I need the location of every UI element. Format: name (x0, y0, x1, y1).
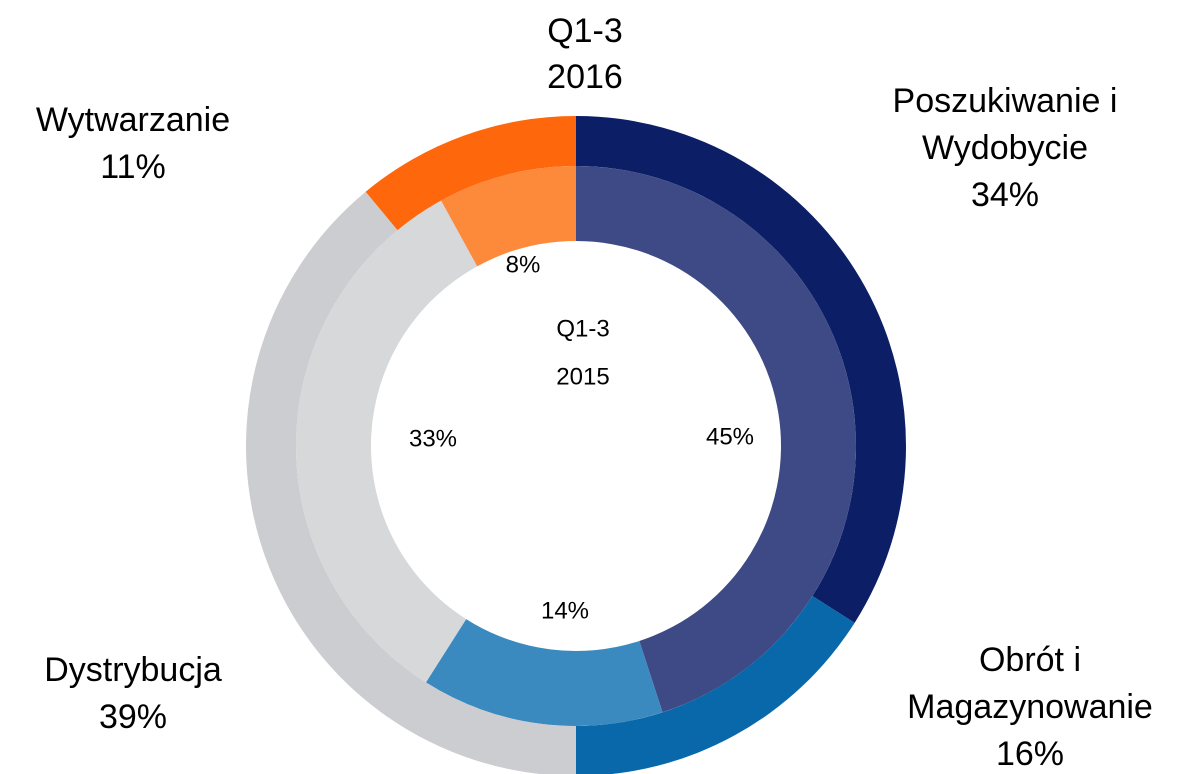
ring-segment (441, 166, 576, 267)
category-label: Wytwarzanie (36, 101, 230, 139)
ring-segment (365, 116, 576, 231)
series-label: 2016 (547, 58, 623, 96)
value-label: 33% (409, 425, 457, 452)
category-label: Poszukiwanie i (893, 82, 1118, 120)
value-label: 16% (996, 735, 1064, 773)
series-label: Q1-3 (556, 315, 609, 342)
category-label: Obrót i (979, 641, 1081, 679)
category-label: Dystrybucja (44, 651, 222, 689)
value-label: 45% (706, 423, 754, 450)
ring-segment (576, 166, 856, 713)
series-label: 2015 (556, 363, 609, 390)
value-label: 8% (506, 251, 541, 278)
value-label: 34% (971, 176, 1039, 214)
ring-segment (425, 619, 663, 726)
ring-segment (576, 596, 855, 774)
category-label: Wydobycie (922, 129, 1088, 167)
series-label: Q1-3 (547, 12, 623, 50)
category-label: Magazynowanie (907, 688, 1153, 726)
value-label: 11% (100, 148, 166, 186)
ring-segment (246, 191, 576, 774)
value-label: 14% (541, 597, 589, 624)
ring-segment (576, 116, 906, 623)
ring-segment (296, 200, 478, 683)
value-label: 39% (99, 698, 167, 736)
